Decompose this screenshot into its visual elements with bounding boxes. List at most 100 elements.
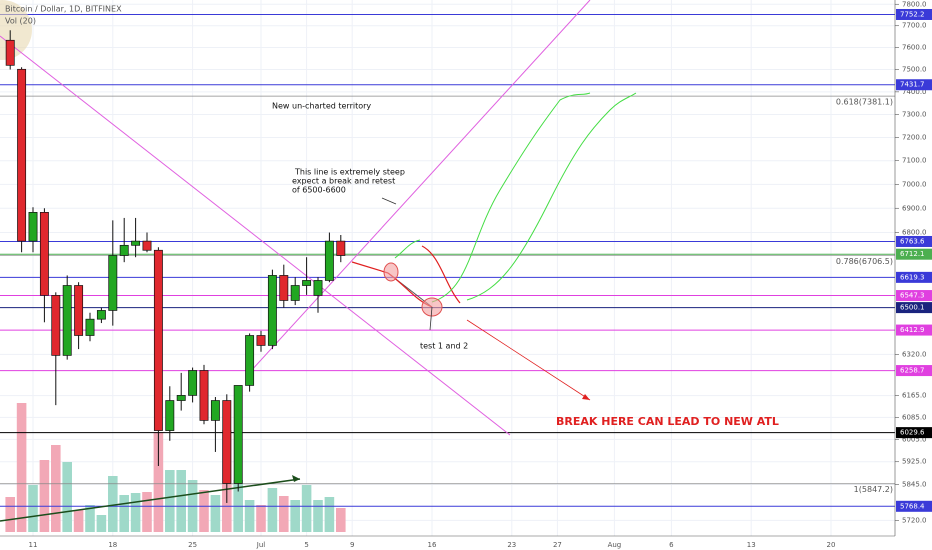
candle-body bbox=[267, 275, 277, 346]
y-tick-label: 7800.0 bbox=[902, 0, 927, 8]
level-label: 5768.4 bbox=[900, 502, 925, 510]
volume-bar bbox=[73, 510, 84, 532]
x-tick-label: Jul bbox=[256, 541, 266, 549]
level-label-box bbox=[896, 271, 932, 283]
level-label: 6619.3 bbox=[900, 273, 925, 281]
red-line bbox=[351, 261, 389, 274]
volume-bar bbox=[39, 460, 50, 532]
candle-body bbox=[256, 335, 266, 346]
y-tick-label: 6800.0 bbox=[902, 229, 927, 237]
candles bbox=[5, 30, 346, 503]
candle-body bbox=[165, 400, 175, 431]
arrow-head bbox=[582, 394, 590, 400]
x-tick-label: 18 bbox=[108, 541, 117, 549]
candle-body bbox=[210, 400, 220, 421]
levels: 0.618(7381.1) 0.786(6706.5) 1(5847.2) bbox=[0, 13, 895, 507]
x-tick-label: 23 bbox=[507, 541, 516, 549]
y-tick-label: 6165.0 bbox=[902, 392, 927, 400]
level-label-box bbox=[896, 324, 932, 336]
level-label: 6412.9 bbox=[900, 326, 925, 334]
level-label: 6763.6 bbox=[900, 237, 925, 245]
chart-title: Bitcoin / Dollar, 1D, BITFINEX bbox=[5, 5, 122, 14]
volume-bar bbox=[62, 462, 72, 532]
volume-bar bbox=[28, 485, 38, 532]
y-tick-label: 6320.0 bbox=[902, 350, 927, 358]
volume-bar bbox=[290, 500, 300, 532]
candle-body bbox=[96, 310, 106, 320]
x-tick-label: 25 bbox=[188, 541, 197, 549]
x-tick-label: 27 bbox=[553, 541, 562, 549]
volume-bar bbox=[199, 490, 209, 532]
trend-line bbox=[0, 35, 511, 436]
volume-bar bbox=[85, 505, 95, 532]
red-arrow bbox=[466, 319, 591, 401]
drawings bbox=[0, 0, 637, 522]
candle-body bbox=[119, 244, 129, 256]
volume-bar bbox=[5, 497, 15, 532]
y-tick-label: 6005.0 bbox=[902, 435, 927, 443]
volume-bar bbox=[324, 497, 335, 532]
candle-body bbox=[17, 68, 27, 242]
candle-body bbox=[5, 39, 15, 66]
level-label-box bbox=[896, 248, 932, 260]
fib-label: 0.786(6706.5) bbox=[836, 257, 893, 266]
y-tick-label: 7200.0 bbox=[902, 133, 927, 141]
annotation: test 1 and 2 bbox=[420, 342, 468, 351]
candle-body bbox=[28, 212, 38, 242]
volume-bar bbox=[336, 508, 346, 532]
y-tick-label: 7300.0 bbox=[902, 110, 927, 118]
level-label-box bbox=[896, 290, 932, 302]
arrow-line bbox=[0, 478, 301, 522]
red-curve bbox=[421, 245, 461, 304]
level-label-box bbox=[896, 235, 932, 247]
level-label-box bbox=[896, 302, 932, 314]
fib-label: 1(5847.2) bbox=[854, 485, 893, 494]
level-label-box bbox=[896, 365, 932, 377]
axis-labels: 7800.0 7700.0 7600.0 7500.0 7400.0 7300.0 7200… bbox=[29, 0, 932, 549]
green-curve bbox=[466, 92, 637, 301]
y-tick-label: 7400.0 bbox=[902, 88, 927, 96]
x-tick-label: 9 bbox=[350, 541, 354, 549]
volume-bar bbox=[176, 470, 186, 532]
annotation: expect a break and retest bbox=[292, 177, 395, 186]
level-label: 6500.1 bbox=[900, 304, 925, 312]
x-tick-label: 11 bbox=[29, 541, 38, 549]
green-curve bbox=[394, 239, 421, 259]
trend-line bbox=[249, 0, 591, 373]
annotation: This line is extremely steep bbox=[294, 168, 405, 177]
candle-body bbox=[324, 240, 334, 281]
level-label: 6547.3 bbox=[900, 292, 925, 300]
y-tick-label: 7000.0 bbox=[902, 180, 927, 188]
level-label-box bbox=[896, 500, 932, 512]
candle-body bbox=[62, 285, 72, 356]
level-label: 7752.2 bbox=[900, 10, 925, 18]
volume-bar bbox=[313, 500, 323, 532]
candle-body bbox=[302, 280, 312, 286]
annotation: New un-charted territory bbox=[272, 102, 371, 111]
level-label-box bbox=[896, 8, 932, 20]
volume-bar bbox=[119, 495, 129, 532]
annotation: of 6500-6600 bbox=[292, 186, 346, 195]
pointer-line bbox=[381, 197, 397, 205]
candle-body bbox=[131, 240, 141, 246]
candle-body bbox=[313, 280, 323, 296]
candle-body bbox=[153, 249, 163, 431]
level-label: 6258.7 bbox=[900, 367, 925, 375]
level-label: 6712.1 bbox=[900, 250, 925, 258]
candle-body bbox=[199, 370, 209, 421]
fib-label: 0.618(7381.1) bbox=[836, 98, 893, 107]
volume-title: Vol (20) bbox=[5, 17, 36, 26]
y-tick-label: 6085.0 bbox=[902, 413, 927, 421]
grid bbox=[0, 0, 895, 536]
y-tick-label: 5720.0 bbox=[902, 516, 927, 524]
pointer-line bbox=[429, 306, 433, 331]
volume-bar bbox=[210, 495, 221, 532]
x-tick-label: 6 bbox=[669, 541, 674, 549]
y-tick-label: 7500.0 bbox=[902, 66, 927, 74]
arrow-head bbox=[292, 475, 300, 482]
candle-body bbox=[233, 385, 243, 484]
candle-body bbox=[176, 395, 186, 401]
x-tick-label: 20 bbox=[827, 541, 836, 549]
volume-bar bbox=[153, 432, 164, 532]
